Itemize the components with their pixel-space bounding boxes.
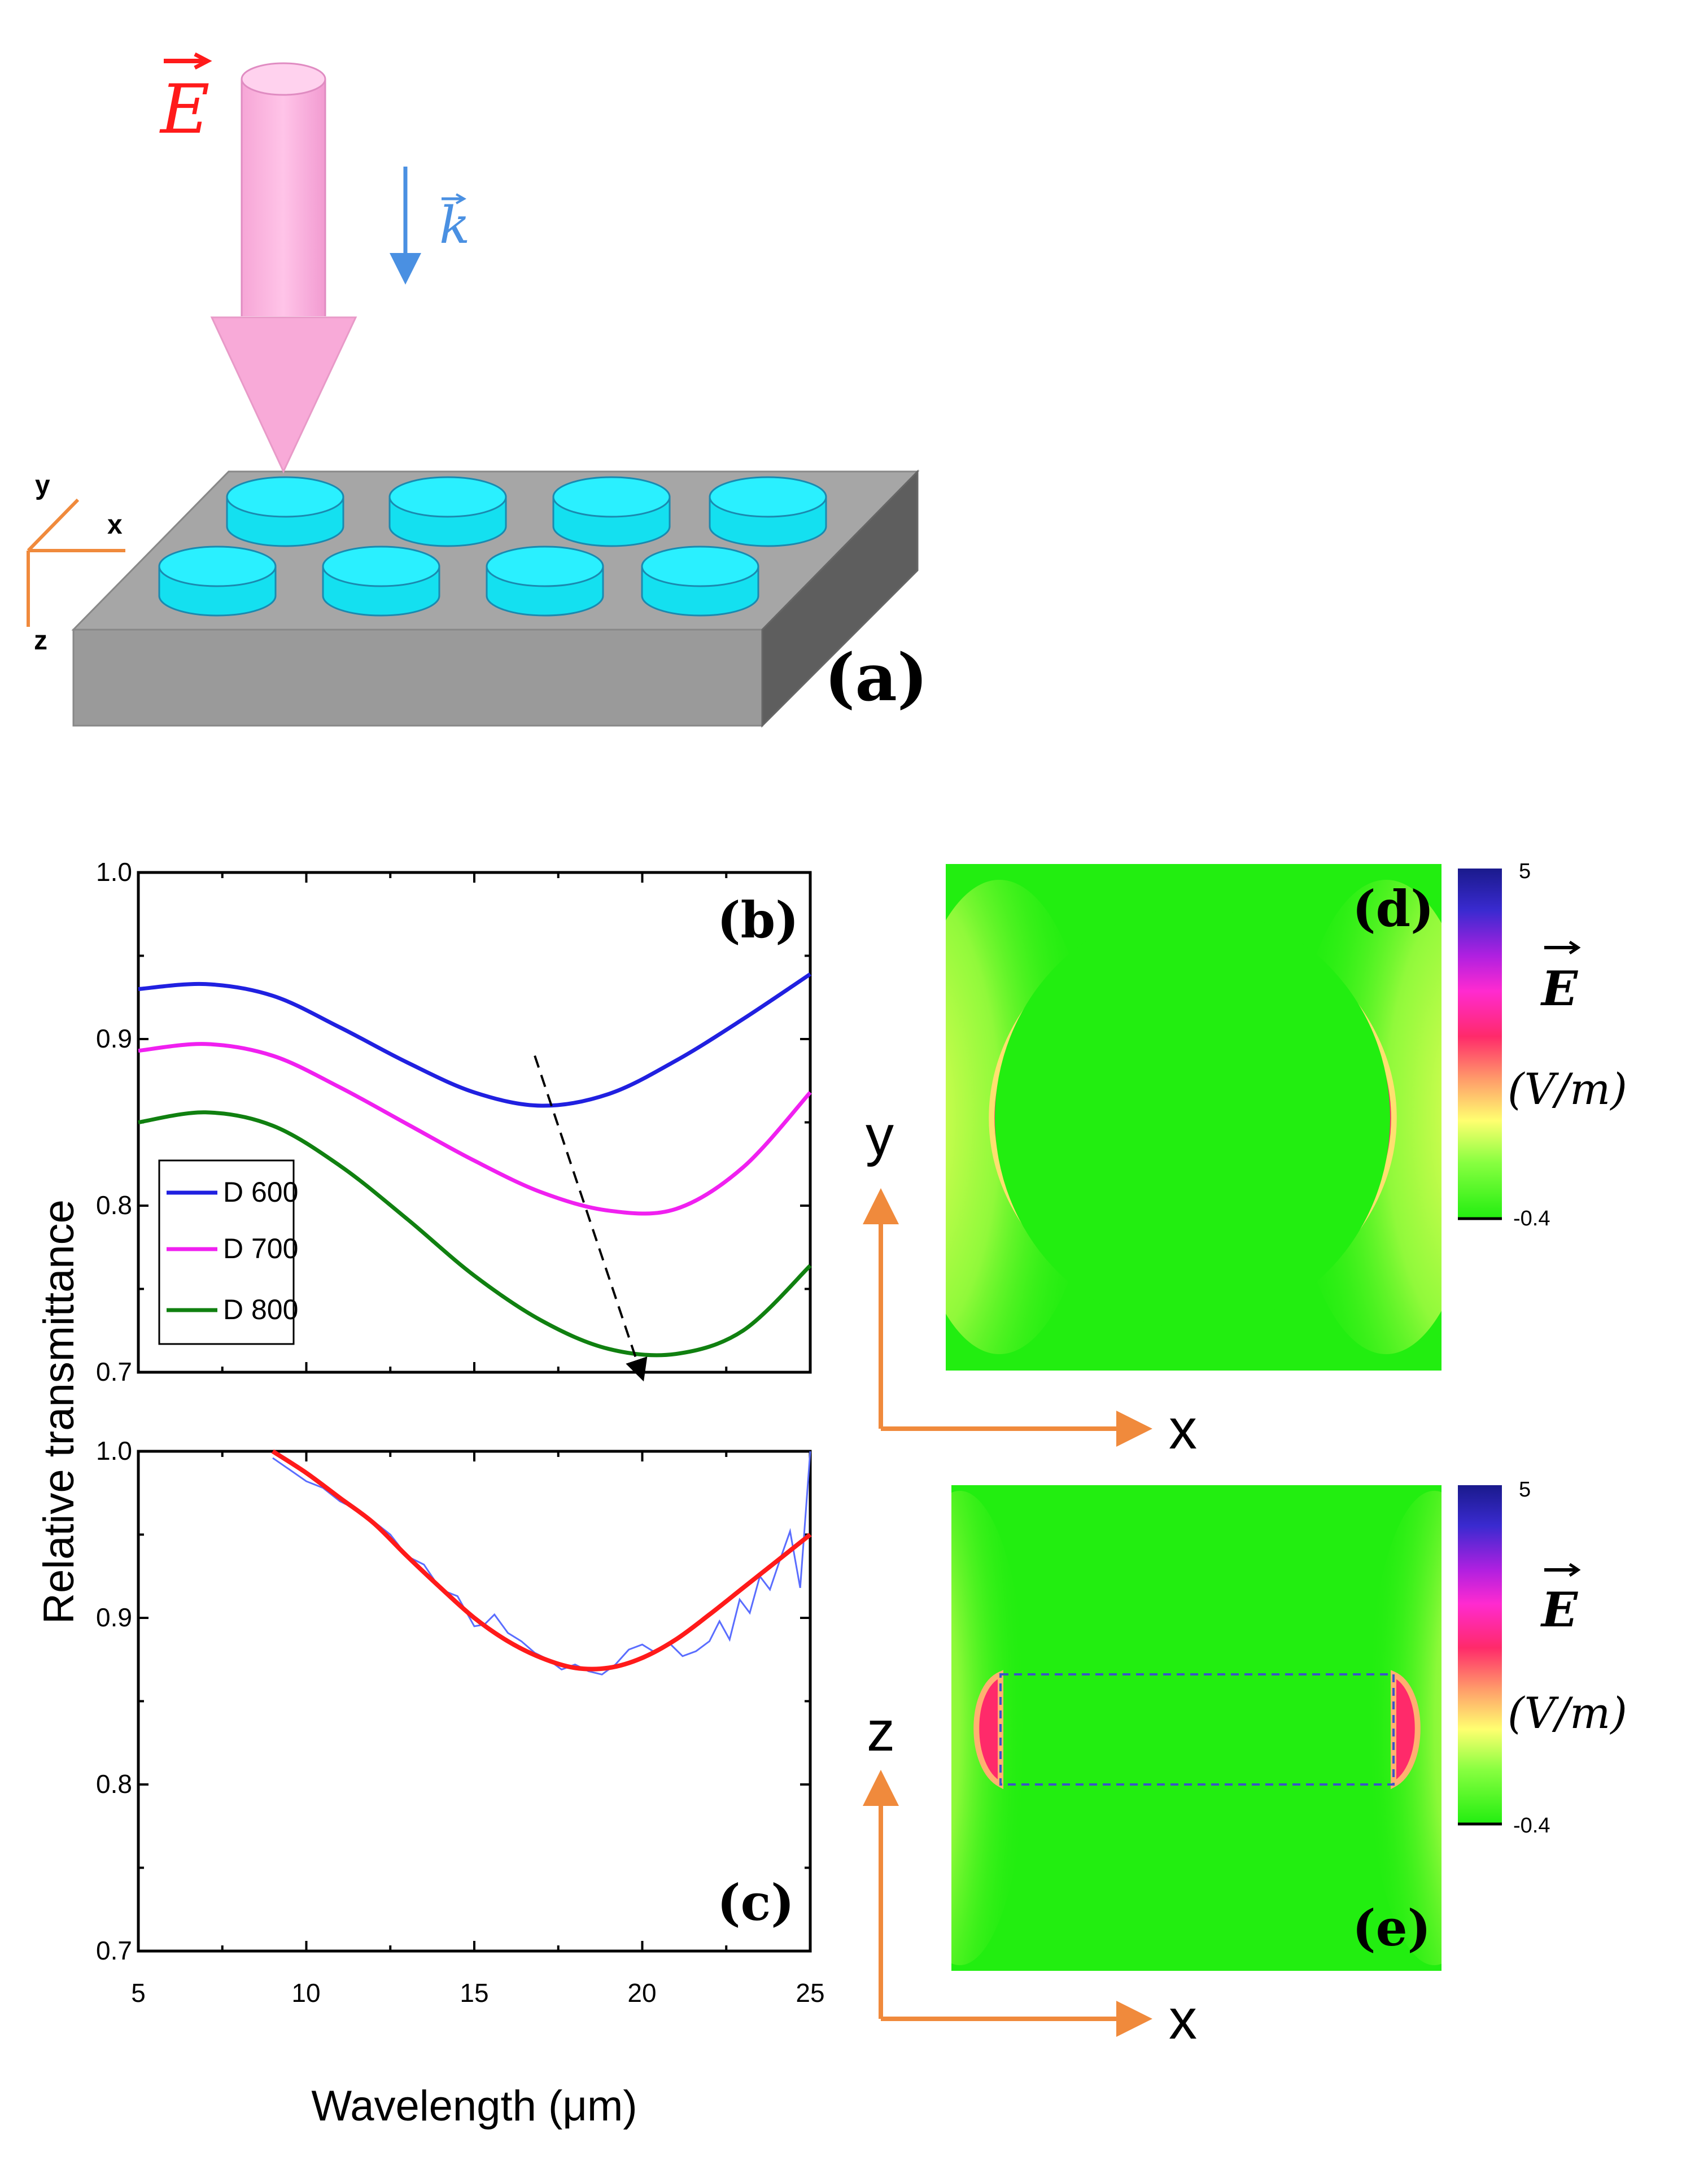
substrate-front [72, 629, 763, 727]
series-line-d-800 [138, 1110, 812, 1358]
nanodisc [322, 546, 440, 617]
disc-array [158, 476, 827, 617]
panel-c-frame [137, 1450, 812, 1953]
nanodisc [709, 476, 827, 547]
colorbar-d-quantity: E [1540, 961, 1578, 1016]
panel-a: E k y x z (a) [27, 52, 928, 728]
colorbar-e-quantity: E [1540, 1582, 1578, 1638]
c-ytick-label: 1.0 [96, 1436, 132, 1465]
map-e-background [951, 1485, 1441, 1971]
series-line-d-700 [138, 1042, 812, 1216]
panel-e-label: (e) [1352, 1899, 1431, 1957]
xtick-label: 20 [627, 1978, 656, 2008]
nanodisc [641, 546, 759, 617]
panel-c-plot [271, 1449, 812, 1675]
incident-beam [210, 62, 357, 474]
panel-e-z-axis: z [867, 1700, 895, 1763]
b-ytick-label: 0.8 [96, 1190, 132, 1220]
legend-entry-d600: D 600 [223, 1176, 298, 1208]
nanodisc [388, 476, 507, 547]
colorbar-e-min: -0.4 [1513, 1814, 1550, 1838]
field-map-d: (d) 5 -0.4 E (V/m) y x [863, 859, 1627, 1461]
c-ytick-label: 0.9 [96, 1603, 132, 1632]
panel-a-label: (a) [824, 640, 928, 716]
wavevector-label: k [390, 167, 470, 285]
colorbar-d [1458, 869, 1502, 1219]
c-ytick-label: 0.8 [96, 1769, 132, 1799]
panel-d-x-axis: x [1169, 1398, 1197, 1461]
panel-b-plot [138, 972, 812, 1382]
triad-x-label: x [107, 510, 123, 540]
series-line-fit [271, 1449, 812, 1672]
panel-b-label: (b) [717, 891, 799, 949]
nanodisc [158, 546, 277, 617]
substrate-side [761, 469, 919, 728]
nanodisc [552, 476, 671, 547]
coordinate-triad: y x z [27, 470, 125, 656]
legend: D 600 D 700 D 800 [158, 1159, 298, 1345]
xtick-label: 5 [131, 1978, 146, 2008]
colorbar-d-max: 5 [1519, 859, 1531, 883]
nanodisc [486, 546, 604, 617]
y-axis-label: Relative transmittance [35, 1199, 83, 1624]
nanodisc [226, 476, 344, 547]
shift-arrow [534, 1055, 648, 1382]
b-ytick-label: 1.0 [96, 857, 132, 887]
b-ytick-label: 0.7 [96, 1357, 132, 1386]
c-ytick-label: 0.7 [96, 1936, 132, 1965]
panel-d-y-axis: y [866, 1104, 894, 1167]
series-line-d-600 [138, 972, 811, 1108]
legend-entry-d700: D 700 [223, 1233, 298, 1264]
wave-symbol: k [439, 196, 470, 255]
xtick-label: 10 [291, 1978, 320, 2008]
colorbar-d-min: -0.4 [1513, 1207, 1550, 1230]
legend-entry-d800: D 800 [223, 1294, 298, 1325]
field-symbol: E [159, 71, 210, 149]
field-e-label: E [159, 52, 212, 149]
triad-z-label: z [34, 626, 47, 656]
colorbar-e-max: 5 [1519, 1478, 1531, 1502]
panel-c-label: (c) [717, 1873, 794, 1932]
colorbar-e [1458, 1485, 1502, 1824]
panel-d-label: (d) [1352, 879, 1434, 938]
field-map-e: (e) 5 -0.4 E (V/m) z x [863, 1478, 1627, 2051]
triad-y-label: y [35, 470, 50, 500]
series-line-measured [272, 1451, 811, 1675]
colorbar-e-unit: (V/m) [1508, 1688, 1627, 1738]
xtick-label: 25 [796, 1978, 824, 2008]
panel-e-x-axis: x [1169, 1988, 1197, 2051]
xtick-label: 15 [460, 1978, 488, 2008]
x-axis-label: Wavelength (μm) [311, 2082, 637, 2130]
disc-outline [999, 1673, 1395, 1786]
transmittance-plots: 1.0 0.9 0.8 0.7 1.0 0.9 0.8 0.7 5 10 15 … [35, 857, 825, 2130]
b-ytick-label: 0.9 [96, 1024, 132, 1053]
colorbar-d-unit: (V/m) [1508, 1064, 1627, 1114]
